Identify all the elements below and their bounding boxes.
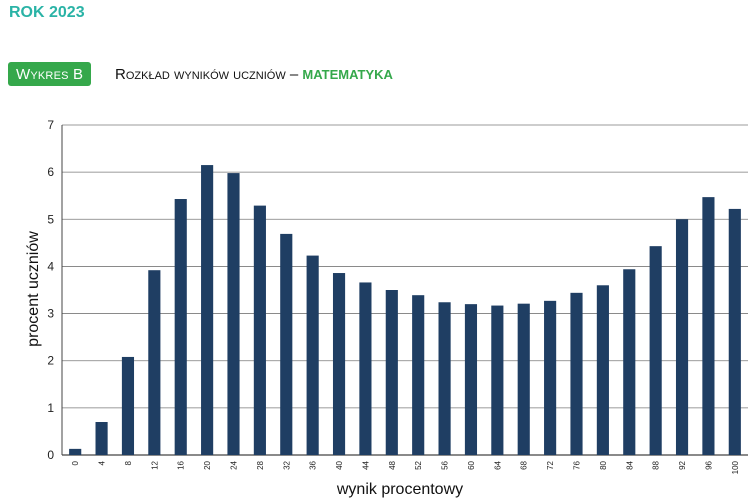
bar-48 <box>385 290 398 455</box>
bar-4 <box>95 422 108 455</box>
y-tick-label: 3 <box>47 307 54 321</box>
year-heading: ROK 2023 <box>9 4 85 21</box>
bar-44 <box>359 282 372 455</box>
x-tick-label: 60 <box>467 460 476 469</box>
y-tick-labels: 0 1 2 3 4 5 6 7 <box>47 118 54 462</box>
x-tick-label: 56 <box>441 460 450 469</box>
bar-36 <box>306 255 319 455</box>
x-tick-label: 44 <box>361 460 370 469</box>
x-axis-label: wynik procentowy <box>336 481 463 498</box>
bar-92 <box>675 219 689 455</box>
bar-56 <box>438 302 451 455</box>
x-tick-label: 72 <box>546 460 555 469</box>
bar-28 <box>253 205 266 455</box>
x-tick-label: 52 <box>414 460 423 469</box>
y-tick-label: 1 <box>47 401 54 415</box>
bar-24 <box>227 173 240 456</box>
x-tick-label: 100 <box>731 460 740 474</box>
chart-badge: Wykres B <box>8 62 92 86</box>
y-tick-label: 2 <box>47 354 54 368</box>
bar-0 <box>69 448 82 455</box>
y-tick-label: 6 <box>47 165 54 179</box>
y-tick-label: 0 <box>47 448 54 462</box>
bar-80 <box>596 285 609 455</box>
x-tick-label: 64 <box>493 460 502 469</box>
x-tick-label: 32 <box>282 460 291 469</box>
bar-12 <box>148 270 161 455</box>
bar-68 <box>517 303 530 455</box>
y-axis-label: procent uczniów <box>25 231 42 347</box>
x-tick-label: 92 <box>678 460 687 469</box>
bar-8 <box>121 356 135 455</box>
x-tick-label: 16 <box>177 460 186 469</box>
x-tick-label: 96 <box>704 460 713 469</box>
grid-lines <box>61 124 748 456</box>
bar-96 <box>702 197 715 455</box>
x-tick-label: 24 <box>230 460 239 469</box>
x-tick-label: 88 <box>652 460 661 469</box>
y-tick-label: 7 <box>47 118 54 132</box>
bar-76 <box>570 292 583 455</box>
x-tick-label: 68 <box>520 460 529 469</box>
x-tick-label: 4 <box>98 460 107 465</box>
chart-badge-label: Wykres B <box>16 65 84 83</box>
bar-72 <box>544 300 557 455</box>
bar-64 <box>491 305 504 455</box>
x-tick-labels: 0 4 8 12 16 20 24 28 32 36 40 44 48 52 56 60 64 68 72 76 80 8… <box>71 460 740 474</box>
x-tick-label: 84 <box>625 460 634 469</box>
bar-60 <box>464 304 478 455</box>
bar-20 <box>201 165 214 456</box>
y-tick-label: 5 <box>47 212 54 226</box>
x-tick-label: 80 <box>599 460 608 469</box>
y-tick-label: 4 <box>47 259 54 273</box>
x-tick-label: 20 <box>203 460 212 469</box>
bar-16 <box>174 199 187 455</box>
bars <box>69 165 741 456</box>
x-tick-label: 40 <box>335 460 344 469</box>
bar-84 <box>623 269 636 455</box>
bar-52 <box>412 295 425 455</box>
x-tick-label: 12 <box>150 460 159 469</box>
x-tick-label: 0 <box>71 460 80 465</box>
bar-32 <box>280 233 293 455</box>
chart-title-main: Rozkład wyników uczniów – <box>115 66 303 83</box>
bar-40 <box>332 273 346 455</box>
x-tick-label: 8 <box>124 460 133 465</box>
bar-100 <box>728 208 741 455</box>
x-tick-label: 36 <box>309 460 318 469</box>
x-tick-label: 28 <box>256 460 265 469</box>
x-tick-label: 48 <box>388 460 397 469</box>
x-tick-label: 76 <box>573 460 582 469</box>
chart-title: Rozkład wyników uczniów – MATEMATYKA <box>115 66 393 83</box>
bar-88 <box>649 246 662 455</box>
chart-title-subject: MATEMATYKA <box>302 67 393 82</box>
